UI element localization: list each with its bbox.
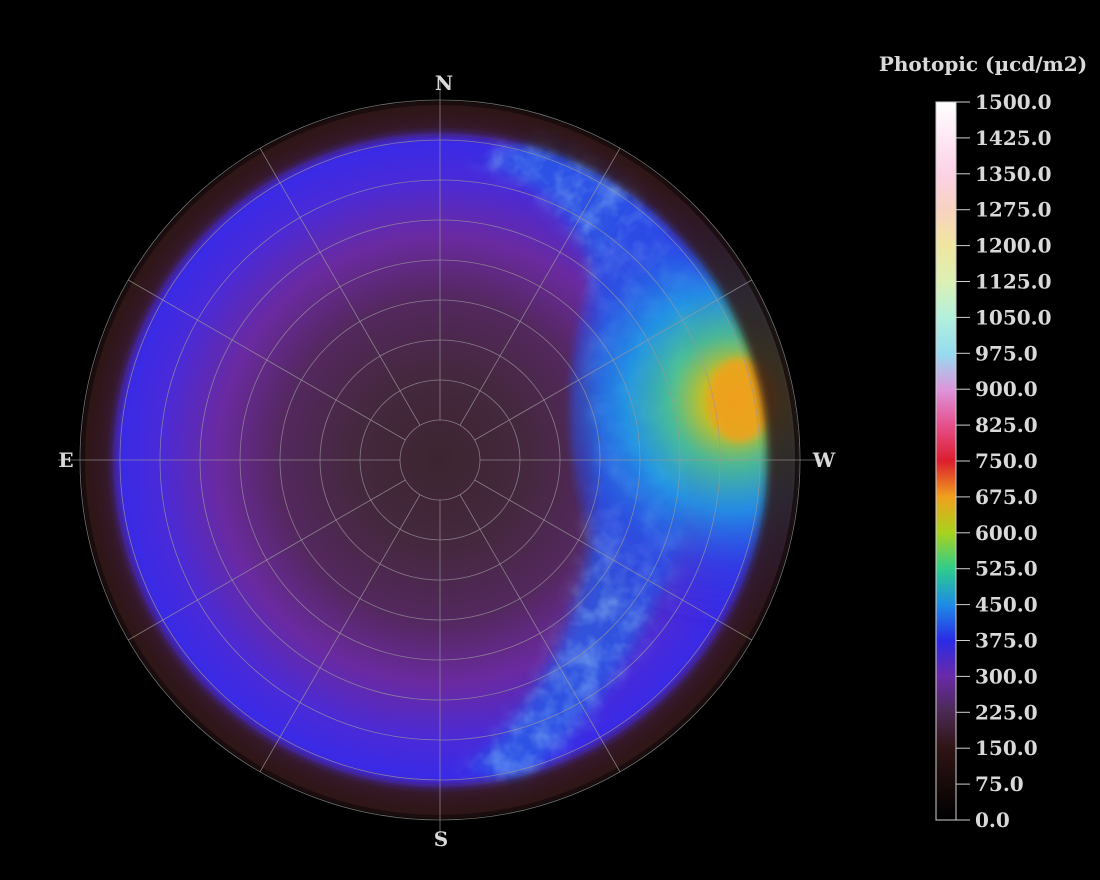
colorbar-tick-label: 1350.0: [975, 162, 1052, 186]
colorbar-tick-label: 225.0: [975, 700, 1038, 724]
colorbar-tick-label: 750.0: [975, 449, 1038, 473]
colorbar-tick-label: 825.0: [975, 413, 1038, 437]
west-glow-peak: [708, 358, 772, 442]
grid-spoke: [474, 479, 752, 641]
grid-spoke: [474, 279, 752, 441]
compass-north-label: N: [435, 71, 453, 95]
colorbar-tick-label: 150.0: [975, 736, 1038, 760]
colorbar-tick-label: 450.0: [975, 593, 1038, 617]
grid-spoke: [459, 148, 621, 426]
colorbar-tick-label: 300.0: [975, 664, 1038, 688]
polar-grid: [58, 78, 822, 842]
colorbar-tick-label: 1050.0: [975, 305, 1052, 329]
colorbar-tick-label: 0.0: [975, 808, 1010, 832]
colorbar-tick-label: 525.0: [975, 557, 1038, 581]
compass-east-label: E: [58, 448, 73, 472]
colorbar-tick-label: 900.0: [975, 377, 1038, 401]
colorbar-tick-label: 1425.0: [975, 126, 1052, 150]
colorbar-scale: [935, 101, 957, 821]
colorbar-tick-label: 1125.0: [975, 270, 1052, 294]
colorbar-tick-label: 975.0: [975, 341, 1038, 365]
colorbar-tick-label: 75.0: [975, 772, 1024, 796]
compass-west-label: W: [812, 448, 836, 472]
colorbar-tick-label: 1275.0: [975, 198, 1052, 222]
colorbar-tick-label: 1500.0: [975, 90, 1052, 114]
colorbar-ticks: 1500.0 1425.0 1350.0 1275.0 1200.0 1125.0 1050…: [956, 90, 1052, 832]
grid-spoke: [128, 279, 406, 441]
grid-spoke: [259, 494, 421, 772]
grid-spoke: [128, 479, 406, 641]
colorbar-tick-label: 375.0: [975, 629, 1038, 653]
compass-south-label: S: [434, 827, 448, 851]
colorbar-title: Photopic (µcd/m2): [879, 52, 1087, 76]
grid-spoke: [259, 148, 421, 426]
colorbar-tick-label: 1200.0: [975, 234, 1052, 258]
colorbar-tick-label: 600.0: [975, 521, 1038, 545]
colorbar: Photopic (µcd/m2) 1500.0 1425.0 1350.0 1275…: [879, 52, 1087, 832]
grid-spoke: [459, 494, 621, 772]
colorbar-tick-label: 675.0: [975, 485, 1038, 509]
